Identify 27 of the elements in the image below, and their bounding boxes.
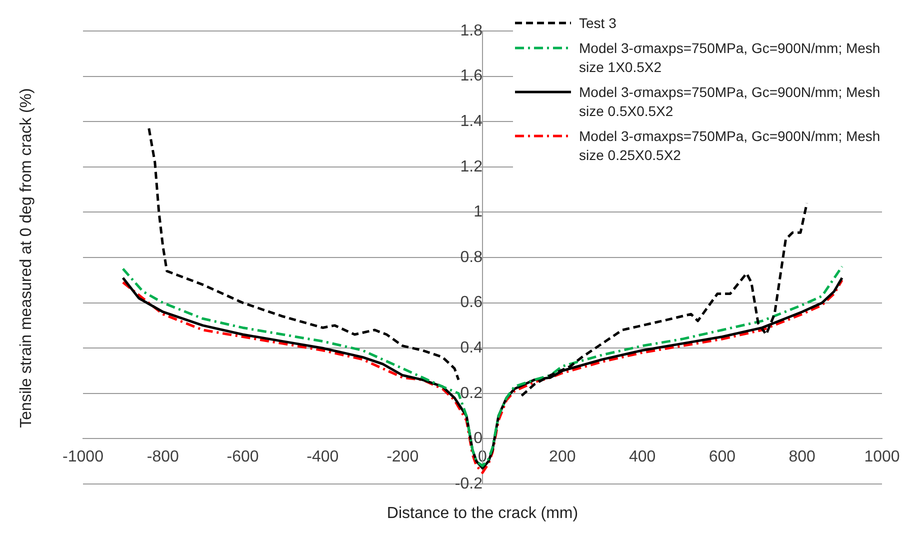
x-tick-label: 200 [549,448,576,466]
x-tick-label: -400 [306,448,339,466]
x-tick-label: -800 [146,448,180,466]
x-tick-label: 600 [708,448,736,466]
legend-label: Model 3-σmaxps=750MPa, Gc=900N/mm; Mesh size 0.25X0.5X2 [579,127,882,165]
y-tick-label: 0.4 [460,340,483,357]
x-tick-label: -200 [386,448,419,466]
y-tick-label: 0 [474,430,483,448]
y-tick-label: 0.8 [460,248,483,266]
y-tick-label: 1.8 [460,22,483,40]
y-tick-label: 1.4 [460,113,483,130]
y-tick-label: 0.2 [460,384,483,402]
y-tick-label: 1.2 [460,158,483,176]
x-tick-label: -600 [226,448,259,466]
legend-label: Model 3-σmaxps=750MPa, Gc=900N/mm; Mesh size 1X0.5X2 [579,39,882,77]
x-tick-label: 1000 [864,448,900,466]
x-tick-label: 800 [788,448,816,466]
y-axis-title: Tensile strain measured at 0 deg from crack (%) [17,86,36,430]
x-tick-label: 400 [628,448,656,466]
legend-label: Test 3 [579,14,616,33]
x-axis-title: Distance to the crack (mm) [386,505,580,523]
y-tick-label: 1.6 [460,68,483,85]
y-tick-label: 1 [474,204,483,221]
y-tick-label: -0.2 [454,475,483,492]
y-tick-label: 0.6 [460,294,483,312]
legend-label: Model 3-σmaxps=750MPa, Gc=900N/mm; Mesh size 0.5X0.5X2 [579,83,882,121]
x-tick-label: -1000 [62,448,104,466]
